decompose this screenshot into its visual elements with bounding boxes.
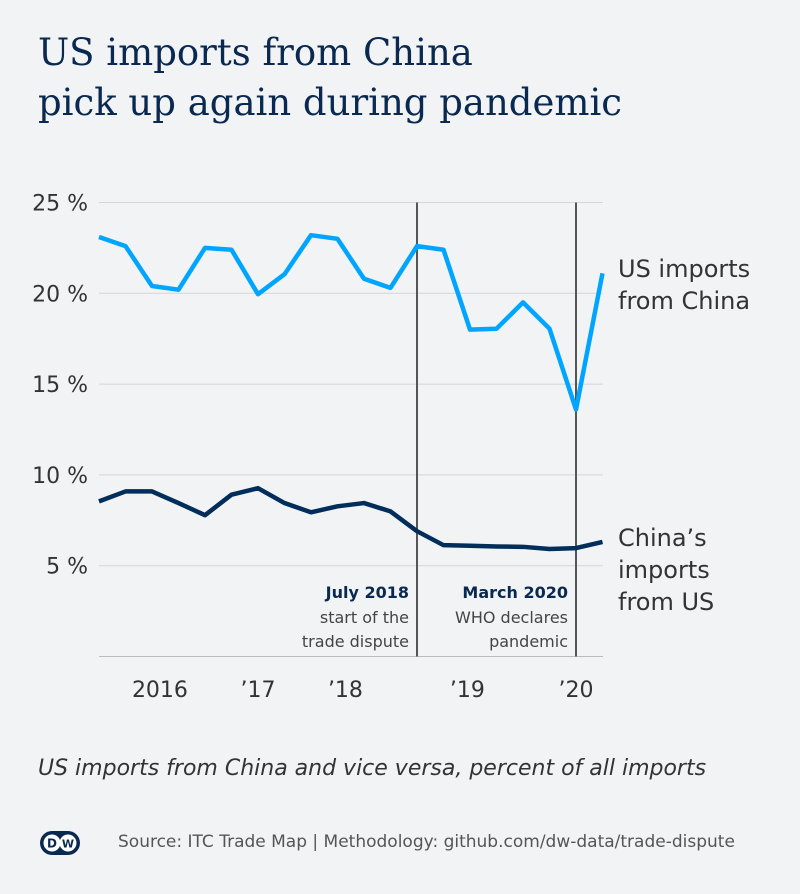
series-label: US imports xyxy=(618,255,750,283)
y-tick-label: 25 % xyxy=(32,192,88,217)
series-label: China’s xyxy=(618,524,707,552)
x-tick-label: 2016 xyxy=(132,678,188,703)
x-tick-label: ’17 xyxy=(241,678,276,703)
series-line xyxy=(98,232,605,412)
x-tick-label: ’20 xyxy=(559,678,594,703)
chart-subtitle: US imports from China and vice versa, pe… xyxy=(38,756,707,781)
series-line xyxy=(98,485,604,552)
svg-text:D: D xyxy=(47,837,57,851)
source-note: Source: ITC Trade Map | Methodology: git… xyxy=(118,832,735,852)
svg-text:W: W xyxy=(62,838,74,851)
series-label: from US xyxy=(618,588,714,616)
series-label: imports xyxy=(618,556,710,584)
series-label: from China xyxy=(618,287,750,315)
annotation-title: March 2020 xyxy=(462,583,568,602)
title-line: pick up again during pandemic xyxy=(38,81,623,124)
dw-logo-icon: D W xyxy=(40,831,80,855)
title-line: US imports from China xyxy=(38,31,473,74)
annotation-title: July 2018 xyxy=(325,583,409,602)
annotation-text: start of the xyxy=(320,608,409,627)
annotation-text: pandemic xyxy=(489,632,568,651)
annotation-text: WHO declares xyxy=(455,608,568,627)
x-tick-label: ’18 xyxy=(328,678,363,703)
y-tick-label: 15 % xyxy=(32,373,88,398)
annotation-text: trade dispute xyxy=(302,632,409,651)
line-chart: 25 % 20 % 15 % 10 % 5 % 2016 ’17 ’18 ’19 ’20 July … xyxy=(32,192,750,704)
y-tick-label: 20 % xyxy=(32,282,88,307)
y-tick-label: 5 % xyxy=(46,555,88,580)
x-tick-label: ’19 xyxy=(450,678,485,703)
y-tick-label: 10 % xyxy=(32,464,88,489)
chart-title: US imports from China pick up again duri… xyxy=(38,28,622,128)
